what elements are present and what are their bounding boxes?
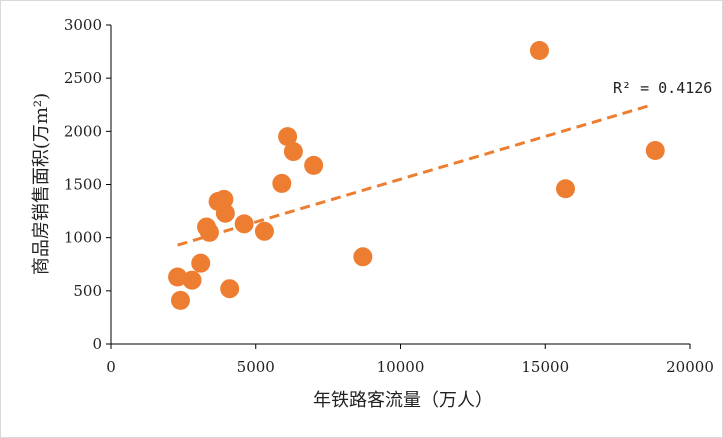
data-point [278, 127, 298, 147]
x-tick-label: 0 [106, 358, 116, 376]
data-point [191, 253, 211, 273]
data-point [168, 267, 188, 287]
data-point [304, 155, 324, 175]
y-tick-label: 0 [92, 335, 102, 353]
data-point [170, 290, 190, 310]
data-point [529, 41, 549, 61]
y-tick-label: 500 [73, 282, 102, 300]
y-tick-label: 2000 [64, 122, 102, 140]
data-points [168, 41, 665, 310]
data-point [215, 203, 235, 223]
y-tick-label: 1000 [64, 229, 102, 247]
data-point [214, 189, 234, 209]
data-point [645, 140, 665, 160]
data-point [199, 222, 219, 242]
data-point [182, 270, 202, 290]
y-axis-title: 商品房销售面积(万m²) [31, 93, 52, 275]
data-point [556, 179, 576, 199]
x-tick-label: 5000 [237, 358, 275, 376]
trendline-group [177, 103, 653, 247]
r-squared-annotation: R² = 0.4126 [613, 79, 712, 97]
x-tick-label: 10000 [377, 358, 425, 376]
x-tick-label: 15000 [521, 358, 569, 376]
x-tick-label: 20000 [666, 358, 714, 376]
y-tick-label: 3000 [64, 16, 102, 34]
data-point [220, 279, 240, 299]
x-axis-title: 年铁路客流量（万人） [313, 390, 493, 411]
y-tick-label: 2500 [64, 69, 102, 87]
data-point [283, 142, 303, 162]
axes: 0 500 1000 1500 2000 2500 3000 0 5000 10000 15000 2… [64, 16, 714, 376]
data-point [272, 173, 292, 193]
y-tick-label: 1500 [64, 176, 102, 194]
data-point [254, 221, 274, 241]
data-point [353, 247, 373, 267]
data-point [234, 214, 254, 234]
trendline [177, 103, 653, 247]
